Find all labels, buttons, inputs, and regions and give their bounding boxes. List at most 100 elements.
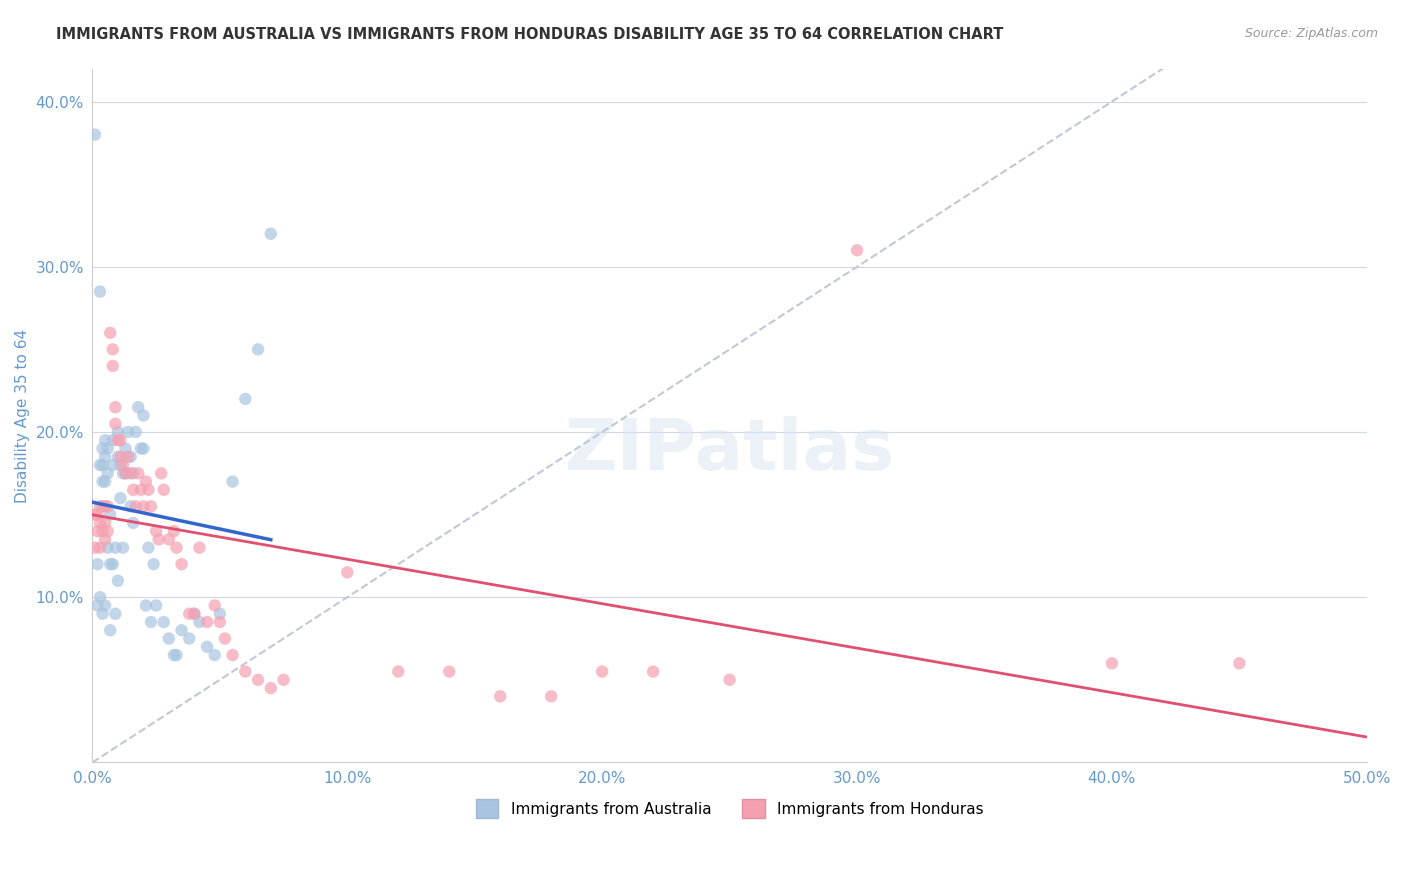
Point (101, 434, 124, 448)
Point (104, 541, 127, 555)
Point (591, 665, 613, 679)
Point (110, 450, 132, 464)
Point (718, 673, 741, 687)
Point (98, 624, 121, 638)
Point (94, 450, 117, 464)
Point (91, 607, 114, 621)
Point (127, 401, 149, 415)
Point (107, 425, 129, 439)
Point (89, 285, 111, 299)
Point (107, 434, 129, 448)
Point (183, 607, 205, 621)
Legend: Immigrants from Australia, Immigrants from Honduras: Immigrants from Australia, Immigrants fr… (470, 793, 990, 824)
Point (97, 467, 120, 481)
Point (139, 615, 162, 629)
Point (107, 574, 129, 588)
Point (101, 458, 124, 472)
Point (214, 632, 236, 646)
Point (145, 524, 167, 538)
Point (114, 467, 136, 481)
Point (117, 450, 139, 464)
Point (84, 128, 107, 142)
Point (135, 475, 157, 489)
Point (91, 442, 114, 456)
Point (111, 541, 134, 555)
Point (247, 673, 270, 687)
Point (138, 541, 160, 555)
Point (125, 425, 148, 439)
Point (91, 500, 114, 514)
Point (166, 541, 188, 555)
Point (132, 500, 155, 514)
Point (97, 500, 120, 514)
Point (157, 632, 180, 646)
Point (145, 599, 167, 613)
Point (135, 599, 157, 613)
Point (107, 450, 129, 464)
Point (98, 326, 121, 340)
Point (120, 500, 142, 514)
Point (117, 425, 139, 439)
Point (204, 599, 226, 613)
Point (188, 541, 211, 555)
Point (114, 442, 136, 456)
Point (221, 475, 243, 489)
Point (94, 475, 117, 489)
Point (150, 467, 173, 481)
Point (111, 467, 134, 481)
Point (122, 516, 145, 530)
Point (138, 483, 160, 497)
Point (643, 665, 665, 679)
Point (132, 409, 155, 423)
Point (84, 541, 107, 555)
Point (101, 359, 124, 373)
Point (101, 343, 124, 357)
Point (188, 615, 211, 629)
Point (846, 244, 869, 258)
Point (104, 401, 127, 415)
Point (387, 665, 409, 679)
Point (195, 640, 218, 654)
Point (91, 475, 114, 489)
Point (1227, 657, 1250, 671)
Point (86, 524, 108, 538)
Text: ZIPatlas: ZIPatlas (565, 416, 894, 484)
Point (221, 648, 243, 662)
Point (208, 607, 231, 621)
Point (89, 458, 111, 472)
Point (179, 632, 201, 646)
Point (233, 665, 256, 679)
Point (260, 227, 283, 241)
Point (97, 442, 120, 456)
Point (163, 648, 186, 662)
Point (157, 533, 180, 547)
Point (204, 648, 226, 662)
Point (114, 467, 136, 481)
Point (152, 483, 174, 497)
Point (122, 467, 145, 481)
Point (89, 591, 111, 605)
Text: Source: ZipAtlas.com: Source: ZipAtlas.com (1244, 27, 1378, 40)
Point (132, 442, 155, 456)
Point (336, 566, 359, 580)
Point (89, 500, 111, 514)
Point (439, 665, 461, 679)
Point (183, 607, 205, 621)
Point (120, 450, 142, 464)
Point (166, 648, 188, 662)
Text: IMMIGRANTS FROM AUSTRALIA VS IMMIGRANTS FROM HONDURAS DISABILITY AGE 35 TO 64 CO: IMMIGRANTS FROM AUSTRALIA VS IMMIGRANTS … (56, 27, 1004, 42)
Point (110, 491, 132, 505)
Point (489, 690, 512, 704)
Point (152, 615, 174, 629)
Point (86, 508, 108, 522)
Point (94, 533, 117, 547)
Point (98, 508, 121, 522)
Point (84, 508, 107, 522)
Point (98, 557, 121, 571)
Point (86, 599, 108, 613)
Point (91, 524, 114, 538)
Point (1101, 657, 1123, 671)
Point (195, 615, 218, 629)
Point (111, 458, 134, 472)
Point (139, 500, 162, 514)
